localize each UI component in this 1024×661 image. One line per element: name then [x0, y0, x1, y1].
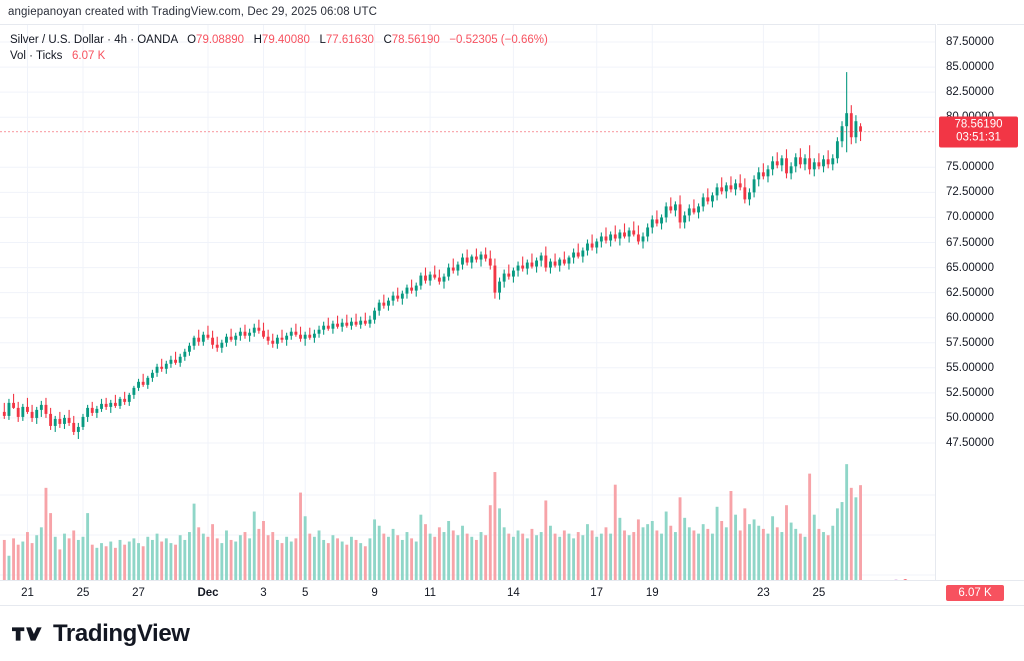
- time-tick: 23: [756, 587, 770, 599]
- price-tick: 60.00000: [946, 311, 994, 324]
- tradingview-mark-icon: [12, 626, 42, 641]
- price-tick: 87.50000: [946, 36, 994, 48]
- time-tick: 11: [424, 587, 437, 599]
- time-tick: 14: [506, 587, 520, 599]
- price-tick: 52.50000: [946, 386, 994, 399]
- price-tick: 55.00000: [946, 361, 994, 374]
- footer: TradingView: [0, 606, 1024, 661]
- tradingview-wordmark: TradingView: [53, 619, 190, 647]
- price-tick: 62.50000: [946, 286, 994, 299]
- bar-countdown: 03:51:31: [956, 131, 1001, 144]
- price-tick: 70.00000: [946, 211, 994, 224]
- volume-badge[interactable]: 6.07 K: [946, 585, 1004, 601]
- time-tick: 5: [301, 587, 309, 599]
- time-tick: 27: [132, 587, 145, 599]
- tradingview-logo: TradingView: [12, 620, 190, 648]
- time-tick: 19: [645, 587, 659, 599]
- time-tick: 21: [21, 587, 34, 599]
- chart-pane[interactable]: Silver / U.S. Dollar · 4h · OANDA O79.08…: [0, 24, 936, 580]
- price-tick: 72.50000: [946, 186, 994, 199]
- price-tick: 82.50000: [946, 86, 994, 99]
- price-tick: 75.00000: [946, 161, 994, 174]
- time-tick: 25: [76, 587, 90, 599]
- price-tick: 57.50000: [946, 336, 994, 349]
- alert-lightning-icon[interactable]: [884, 577, 910, 580]
- candlestick-plot: [0, 72, 935, 580]
- price-tick: 67.50000: [946, 236, 994, 249]
- attribution-text: angiepanoyan created with TradingView.co…: [8, 6, 378, 18]
- price-tick: 47.50000: [946, 437, 994, 449]
- time-tick: 9: [371, 587, 378, 599]
- price-axis[interactable]: 87.5000085.0000082.5000080.0000075.00000…: [937, 24, 1024, 601]
- time-tick: 25: [812, 587, 826, 599]
- price-tick: 85.00000: [946, 61, 994, 74]
- time-tick: Dec: [197, 587, 219, 599]
- price-tick: 65.00000: [946, 261, 994, 274]
- price-tick: 50.00000: [946, 411, 994, 424]
- time-axis[interactable]: 212527Dec35911141719232530: [0, 580, 1024, 606]
- time-tick: 3: [260, 587, 267, 599]
- time-tick: 17: [590, 587, 604, 599]
- last-price-value: 78.56190: [954, 118, 1003, 131]
- last-price-badge[interactable]: 78.56190 03:51:31: [939, 116, 1018, 148]
